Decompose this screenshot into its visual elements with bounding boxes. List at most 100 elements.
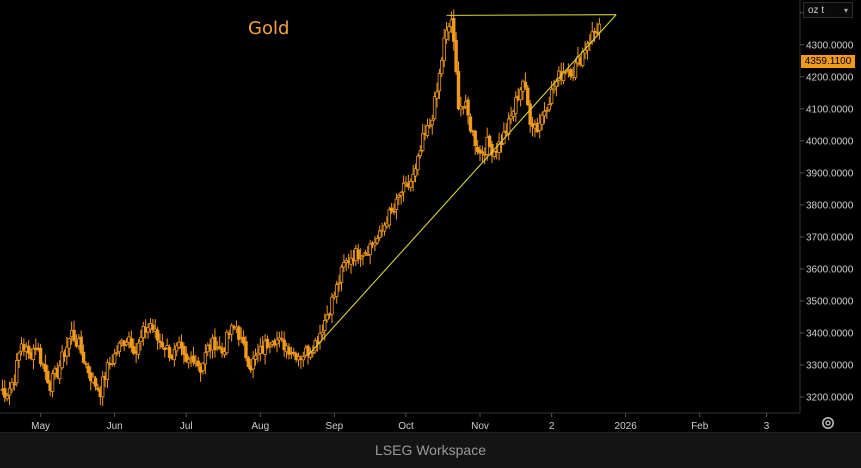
candle-body xyxy=(17,352,21,361)
candle-body xyxy=(452,17,456,42)
chart-title: Gold xyxy=(248,18,290,39)
candle-body xyxy=(112,353,117,364)
candle-body xyxy=(215,347,220,350)
candle-body xyxy=(468,116,473,132)
y-tick-label: 4000.0000 xyxy=(806,136,854,147)
candle-body xyxy=(514,97,518,114)
candle-body xyxy=(282,339,286,351)
candle-body xyxy=(518,89,523,101)
candle-body xyxy=(72,329,76,341)
unit-dropdown[interactable]: oz t ▾ xyxy=(803,2,853,18)
candle-body xyxy=(93,378,98,387)
candle-body xyxy=(287,346,291,355)
price-chart[interactable]: 3200.0000 3300.0000 3400.0000 3500.0000 3600… xyxy=(0,0,861,432)
candle-body xyxy=(480,151,485,154)
candle-body xyxy=(151,324,155,330)
x-tick-label: Jun xyxy=(107,421,123,432)
candle-body xyxy=(275,339,279,345)
candle-body xyxy=(58,365,62,380)
candle-body xyxy=(165,345,169,349)
candle-body xyxy=(96,387,100,390)
candle-body xyxy=(237,326,241,340)
candle-body xyxy=(416,155,420,171)
candle-body xyxy=(497,141,501,153)
candle-body xyxy=(251,358,255,370)
candle-body xyxy=(268,345,272,348)
candle-body xyxy=(528,103,532,125)
candle-body xyxy=(492,151,497,157)
candle-body xyxy=(201,362,205,371)
candle-body xyxy=(256,352,260,356)
candle-body xyxy=(100,376,105,398)
candle-body xyxy=(213,336,217,351)
candle-body xyxy=(306,345,310,357)
footer-label: LSEG Workspace xyxy=(374,442,486,458)
candle-body xyxy=(301,356,305,361)
candle-body xyxy=(583,49,587,54)
candle-body xyxy=(67,338,71,349)
candle-body xyxy=(160,342,165,348)
candle-body xyxy=(330,296,334,315)
x-tick-label: Feb xyxy=(691,421,709,432)
unit-dropdown-label: oz t xyxy=(808,5,825,16)
candle-body xyxy=(404,181,408,185)
candle-body xyxy=(526,87,530,106)
candle-body xyxy=(46,370,50,383)
candle-body xyxy=(523,81,528,88)
y-tick-label: 3800.0000 xyxy=(806,200,854,211)
candle-body xyxy=(132,346,136,354)
candle-body xyxy=(428,125,432,128)
x-tick-label: Nov xyxy=(471,421,489,432)
candle-body xyxy=(430,119,434,126)
candle-body xyxy=(84,363,88,365)
candle-body xyxy=(368,243,372,255)
candle-body xyxy=(387,209,391,226)
candle-body xyxy=(196,360,200,367)
candle-body xyxy=(389,207,394,212)
candle-body xyxy=(229,325,234,335)
gear-icon[interactable] xyxy=(820,415,836,431)
candle-body xyxy=(461,106,465,109)
trendline xyxy=(446,14,617,16)
x-tick-label: 2 xyxy=(549,421,555,432)
candle-body xyxy=(43,364,48,372)
y-tick-label: 3500.0000 xyxy=(806,296,854,307)
chevron-down-icon: ▾ xyxy=(843,6,848,15)
candle-body xyxy=(409,181,413,188)
candle-body xyxy=(136,342,141,355)
y-tick-label: 3700.0000 xyxy=(806,232,854,243)
candle-body xyxy=(241,336,246,344)
candle-body xyxy=(440,59,444,75)
candle-body xyxy=(220,347,224,354)
candle-body xyxy=(158,340,162,343)
candle-body xyxy=(110,363,114,365)
candle-body xyxy=(356,249,360,260)
candle-body xyxy=(466,99,470,116)
candle-body xyxy=(547,104,551,111)
candle-body xyxy=(323,320,327,331)
candle-body xyxy=(182,346,186,355)
candle-body xyxy=(139,336,143,343)
candle-body xyxy=(155,329,160,341)
candle-body xyxy=(335,284,339,298)
y-tick-label: 4100.0000 xyxy=(806,104,854,115)
candle-body xyxy=(65,346,69,357)
y-tick-label: 3900.0000 xyxy=(806,168,854,179)
candle-body xyxy=(167,346,172,358)
candle-body xyxy=(339,266,344,283)
candle-body xyxy=(311,352,315,354)
candle-body xyxy=(490,143,494,156)
candle-body xyxy=(86,365,91,374)
candle-body xyxy=(203,352,208,365)
chart-area[interactable]: 3200.0000 3300.0000 3400.0000 3500.0000 3600… xyxy=(0,0,854,432)
candle-body xyxy=(89,372,93,382)
candle-body xyxy=(60,351,64,369)
candle-body xyxy=(191,355,196,363)
candle-body xyxy=(146,327,150,333)
x-tick-label: Sep xyxy=(325,421,343,432)
candle-body xyxy=(265,338,270,348)
candle-body xyxy=(425,125,430,136)
candle-body xyxy=(342,262,346,268)
candle-body xyxy=(411,173,415,182)
